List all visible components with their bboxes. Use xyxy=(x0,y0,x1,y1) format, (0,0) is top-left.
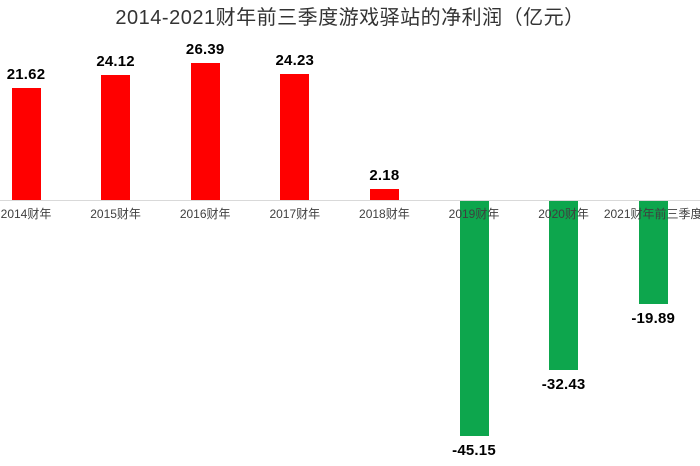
category-label: 2020财年 xyxy=(538,207,589,221)
value-label: -45.15 xyxy=(452,441,496,459)
bar xyxy=(369,188,399,200)
category-label: 2014财年 xyxy=(0,207,52,221)
category-label: 2015财年 xyxy=(90,207,141,221)
value-label: -32.43 xyxy=(541,375,586,393)
value-label: 26.39 xyxy=(185,40,225,58)
value-label: -19.89 xyxy=(631,310,676,328)
bar xyxy=(11,87,41,200)
x-axis-line xyxy=(0,200,700,201)
bar xyxy=(280,74,310,200)
bar xyxy=(549,201,579,370)
bar xyxy=(190,62,220,200)
category-label: 2019财年 xyxy=(448,207,500,221)
category-label: 2021财年前三季度 xyxy=(603,207,700,221)
chart-title: 2014-2021财年前三季度游戏驿站的净利润（亿元） xyxy=(115,7,585,29)
category-label: 2018财年 xyxy=(359,207,410,221)
bar xyxy=(101,74,131,200)
category-label: 2016财年 xyxy=(179,207,231,221)
value-label: 24.23 xyxy=(275,52,315,69)
category-label: 2017财年 xyxy=(269,207,321,221)
value-label: 21.62 xyxy=(6,65,46,83)
value-label: 24.12 xyxy=(96,52,135,70)
value-label: 2.18 xyxy=(369,166,400,184)
bar xyxy=(638,201,668,305)
bar xyxy=(459,201,489,436)
